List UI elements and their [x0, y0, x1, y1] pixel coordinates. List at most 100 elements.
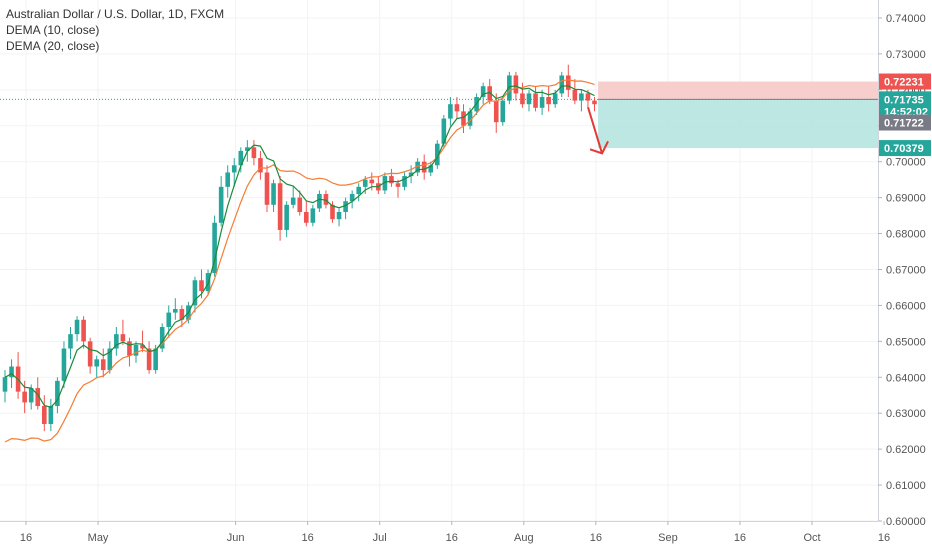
candle-body: [343, 201, 348, 212]
arrow-shaft: [587, 107, 604, 154]
candle-body: [81, 319, 86, 342]
candle-body: [271, 183, 276, 205]
candle-body: [192, 280, 198, 306]
candle-body: [349, 194, 355, 202]
dema-10-label: DEMA (10, close): [6, 23, 100, 37]
x-tick-label: 16: [878, 532, 890, 544]
time-axis[interactable]: 16MayJun16Jul16Aug16Sep16Oct16No: [0, 521, 932, 544]
candle-body: [290, 197, 296, 205]
candle-body: [421, 161, 427, 173]
y-tick-label: 0.61000: [886, 480, 926, 492]
stop-loss-zone: [598, 81, 878, 100]
candle-body: [513, 75, 519, 94]
candle-body: [55, 380, 60, 407]
candle-body: [199, 280, 204, 292]
x-tick-label: Jul: [373, 532, 387, 544]
candle-body: [480, 86, 486, 98]
dema-20-label: DEMA (20, close): [6, 39, 100, 53]
candle-body: [559, 75, 565, 94]
price-tag: 0.72231: [879, 73, 931, 90]
candle-body: [435, 143, 440, 166]
price-tag: 0.71722: [879, 114, 931, 131]
y-tick-label: 0.73000: [886, 49, 926, 61]
y-tick-label: 0.63000: [886, 408, 926, 420]
candle-body: [225, 172, 230, 187]
x-tick-label: Jun: [227, 532, 245, 544]
grid: [0, 0, 885, 522]
candle-body: [231, 165, 237, 173]
candle-body: [520, 93, 525, 105]
candles: [2, 64, 597, 432]
candle-body: [369, 179, 375, 184]
y-tick-label: 0.68000: [886, 229, 926, 241]
candle-body: [245, 147, 250, 151]
candle-body: [493, 100, 499, 123]
candle-body: [304, 211, 309, 223]
candle-body: [159, 326, 165, 349]
candle-body: [566, 75, 571, 90]
moving-averages: [4, 79, 595, 443]
candle-body: [356, 186, 361, 195]
candle-body: [448, 104, 453, 119]
candle-body: [120, 334, 126, 342]
candle-body: [173, 309, 178, 313]
candle-body: [218, 186, 224, 223]
candle-body: [467, 111, 473, 126]
y-tick-label: 0.66000: [886, 300, 926, 312]
candle-body: [284, 204, 289, 230]
candle-body: [585, 93, 591, 101]
candle-body: [441, 118, 447, 144]
candle-body: [277, 183, 283, 230]
candle-body: [539, 97, 545, 108]
down-arrow-icon: [587, 107, 609, 155]
y-tick-label: 0.70000: [886, 157, 926, 169]
y-tick-label: 0.65000: [886, 336, 926, 348]
candle-body: [48, 406, 54, 424]
candle-body: [146, 348, 152, 371]
candle-body: [2, 377, 8, 392]
candle-body: [552, 93, 558, 105]
candle-body: [100, 359, 106, 371]
candle-body: [133, 344, 139, 356]
candle-body: [415, 161, 420, 173]
candle-body: [428, 165, 434, 173]
price-tag-label: 0.72231: [884, 77, 924, 89]
x-tick-label: 16: [20, 532, 32, 544]
candle-body: [500, 100, 506, 123]
price-tag: 0.71735: [879, 91, 931, 108]
arrow-head: [589, 140, 609, 155]
x-tick-label: 16: [734, 532, 746, 544]
candle-body: [127, 341, 132, 356]
candle-body: [9, 366, 14, 378]
candle-body: [35, 388, 41, 407]
candle-body: [28, 388, 34, 403]
dema-10-line: [4, 85, 595, 408]
candle-body: [454, 104, 460, 112]
y-tick-label: 0.69000: [886, 193, 926, 205]
candle-body: [336, 211, 342, 220]
candle-body: [317, 194, 322, 209]
candle-body: [258, 158, 263, 173]
candle-body: [42, 406, 47, 424]
price-tag-label: 0.71722: [884, 118, 924, 130]
candle-body: [487, 86, 492, 101]
candle-body: [592, 100, 597, 105]
chart-legend: Australian Dollar / U.S. Dollar, 1D, FXC…: [6, 6, 224, 54]
candle-body: [579, 93, 584, 101]
candle-body: [310, 208, 316, 223]
y-tick-label: 0.62000: [886, 444, 926, 456]
price-tag-bg: [879, 73, 931, 90]
candle-body: [533, 93, 538, 108]
symbol-title: Australian Dollar / U.S. Dollar, 1D, FXC…: [6, 7, 225, 21]
candle-body: [507, 75, 512, 101]
dema-20-line: [4, 79, 595, 443]
candle-body: [61, 348, 67, 381]
price-tag-bg: [879, 140, 931, 157]
candle-body: [153, 348, 158, 371]
candle-body: [297, 197, 303, 212]
x-tick-label: Sep: [658, 532, 678, 544]
trade-zones[interactable]: [598, 81, 878, 149]
candle-body: [408, 172, 414, 177]
